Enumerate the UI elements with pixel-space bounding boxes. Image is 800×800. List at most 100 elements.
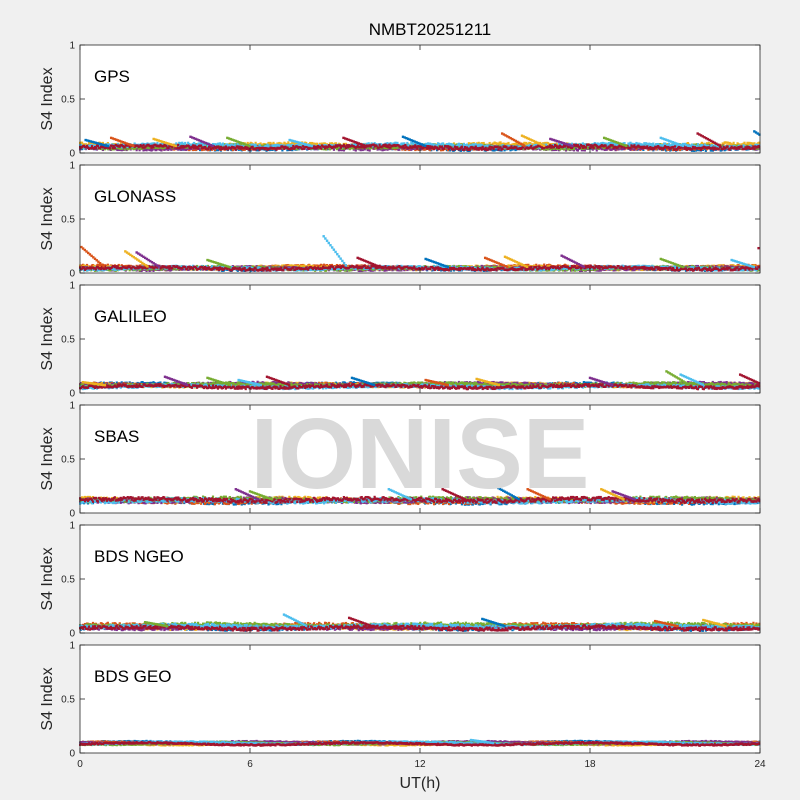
data-point <box>433 148 435 150</box>
data-point <box>674 145 676 147</box>
data-point <box>194 145 196 147</box>
data-point <box>364 145 366 147</box>
data-point <box>258 144 260 146</box>
data-point <box>160 149 162 151</box>
data-point <box>610 142 612 144</box>
data-point <box>489 145 491 147</box>
data-point <box>424 145 426 147</box>
data-point <box>733 142 735 144</box>
data-point <box>652 143 654 145</box>
data-point <box>141 146 143 148</box>
data-point <box>301 148 303 150</box>
data-point <box>643 142 645 144</box>
data-point <box>668 143 670 145</box>
data-point <box>590 144 592 146</box>
data-point <box>682 145 684 147</box>
data-point <box>156 142 158 144</box>
data-point <box>481 148 483 150</box>
data-point <box>438 148 440 150</box>
data-point <box>248 145 250 147</box>
chart-title: NMBT20251211 <box>369 20 492 39</box>
data-point <box>592 144 594 146</box>
data-point <box>406 142 408 144</box>
data-point <box>178 142 180 144</box>
data-point <box>625 145 627 147</box>
data-point <box>501 148 503 150</box>
data-point <box>648 143 650 145</box>
data-point <box>197 147 199 149</box>
data-point <box>441 146 443 148</box>
data-point <box>461 146 463 148</box>
data-point <box>727 145 729 147</box>
data-point <box>496 145 498 147</box>
data-point <box>672 146 674 148</box>
data-point <box>211 145 213 147</box>
data-point <box>255 144 257 146</box>
data-point <box>691 144 693 146</box>
data-point <box>753 148 755 150</box>
data-point <box>628 144 630 146</box>
data-point <box>466 146 468 148</box>
data-point <box>377 146 379 148</box>
data-point <box>673 148 675 150</box>
data-point <box>416 147 418 149</box>
data-point <box>225 145 227 147</box>
data-point <box>127 148 129 150</box>
data-point <box>308 148 310 150</box>
data-point <box>184 142 186 144</box>
data-point <box>345 147 347 149</box>
data-point <box>175 145 177 147</box>
data-point <box>448 143 450 145</box>
data-point <box>523 144 525 146</box>
data-point <box>311 145 313 147</box>
data-point <box>177 144 179 146</box>
data-point <box>608 142 610 144</box>
data-point <box>612 144 614 146</box>
data-point <box>403 147 405 149</box>
data-point <box>114 147 116 149</box>
data-point <box>485 147 487 149</box>
data-point <box>175 142 177 144</box>
data-point <box>200 144 202 146</box>
data-point <box>579 147 581 149</box>
data-point <box>222 143 224 145</box>
data-point <box>109 147 111 149</box>
data-point <box>727 141 729 143</box>
data-point <box>427 142 429 144</box>
data-point <box>388 144 390 146</box>
data-point <box>95 147 97 149</box>
data-point <box>107 145 109 147</box>
data-point <box>152 146 154 148</box>
data-point <box>633 148 635 150</box>
data-point <box>478 144 480 146</box>
data-point <box>629 147 631 149</box>
data-point <box>507 142 509 144</box>
data-point <box>585 146 587 148</box>
data-point <box>180 149 182 151</box>
data-point <box>697 143 699 145</box>
data-point <box>447 145 449 147</box>
data-point <box>725 141 727 143</box>
data-point <box>588 143 590 145</box>
data-point <box>740 146 742 148</box>
data-point <box>320 147 322 149</box>
data-point <box>603 142 605 144</box>
data-point <box>748 142 750 144</box>
data-point <box>605 144 607 146</box>
data-point <box>224 148 226 150</box>
data-point <box>333 148 335 150</box>
data-point <box>752 146 754 148</box>
data-point <box>469 149 471 151</box>
data-point <box>499 146 501 148</box>
data-point <box>291 147 293 149</box>
data-point <box>252 146 254 148</box>
data-point <box>718 148 720 150</box>
data-point <box>426 147 428 149</box>
data-point <box>339 144 341 146</box>
data-point <box>147 147 149 149</box>
data-point <box>490 148 492 150</box>
data-point <box>124 146 126 148</box>
data-point <box>192 144 194 146</box>
